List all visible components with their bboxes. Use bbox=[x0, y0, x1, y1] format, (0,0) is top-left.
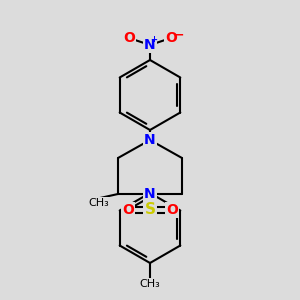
Text: S: S bbox=[145, 202, 155, 217]
Text: O: O bbox=[122, 203, 134, 217]
Text: −: − bbox=[174, 28, 184, 41]
Text: CH₃: CH₃ bbox=[140, 279, 160, 289]
Text: CH₃: CH₃ bbox=[88, 198, 110, 208]
Text: N: N bbox=[144, 133, 156, 147]
Text: N: N bbox=[144, 38, 156, 52]
Text: O: O bbox=[123, 31, 135, 45]
Text: +: + bbox=[151, 35, 158, 44]
Text: N: N bbox=[144, 187, 156, 201]
Text: O: O bbox=[166, 203, 178, 217]
Text: O: O bbox=[165, 31, 177, 45]
